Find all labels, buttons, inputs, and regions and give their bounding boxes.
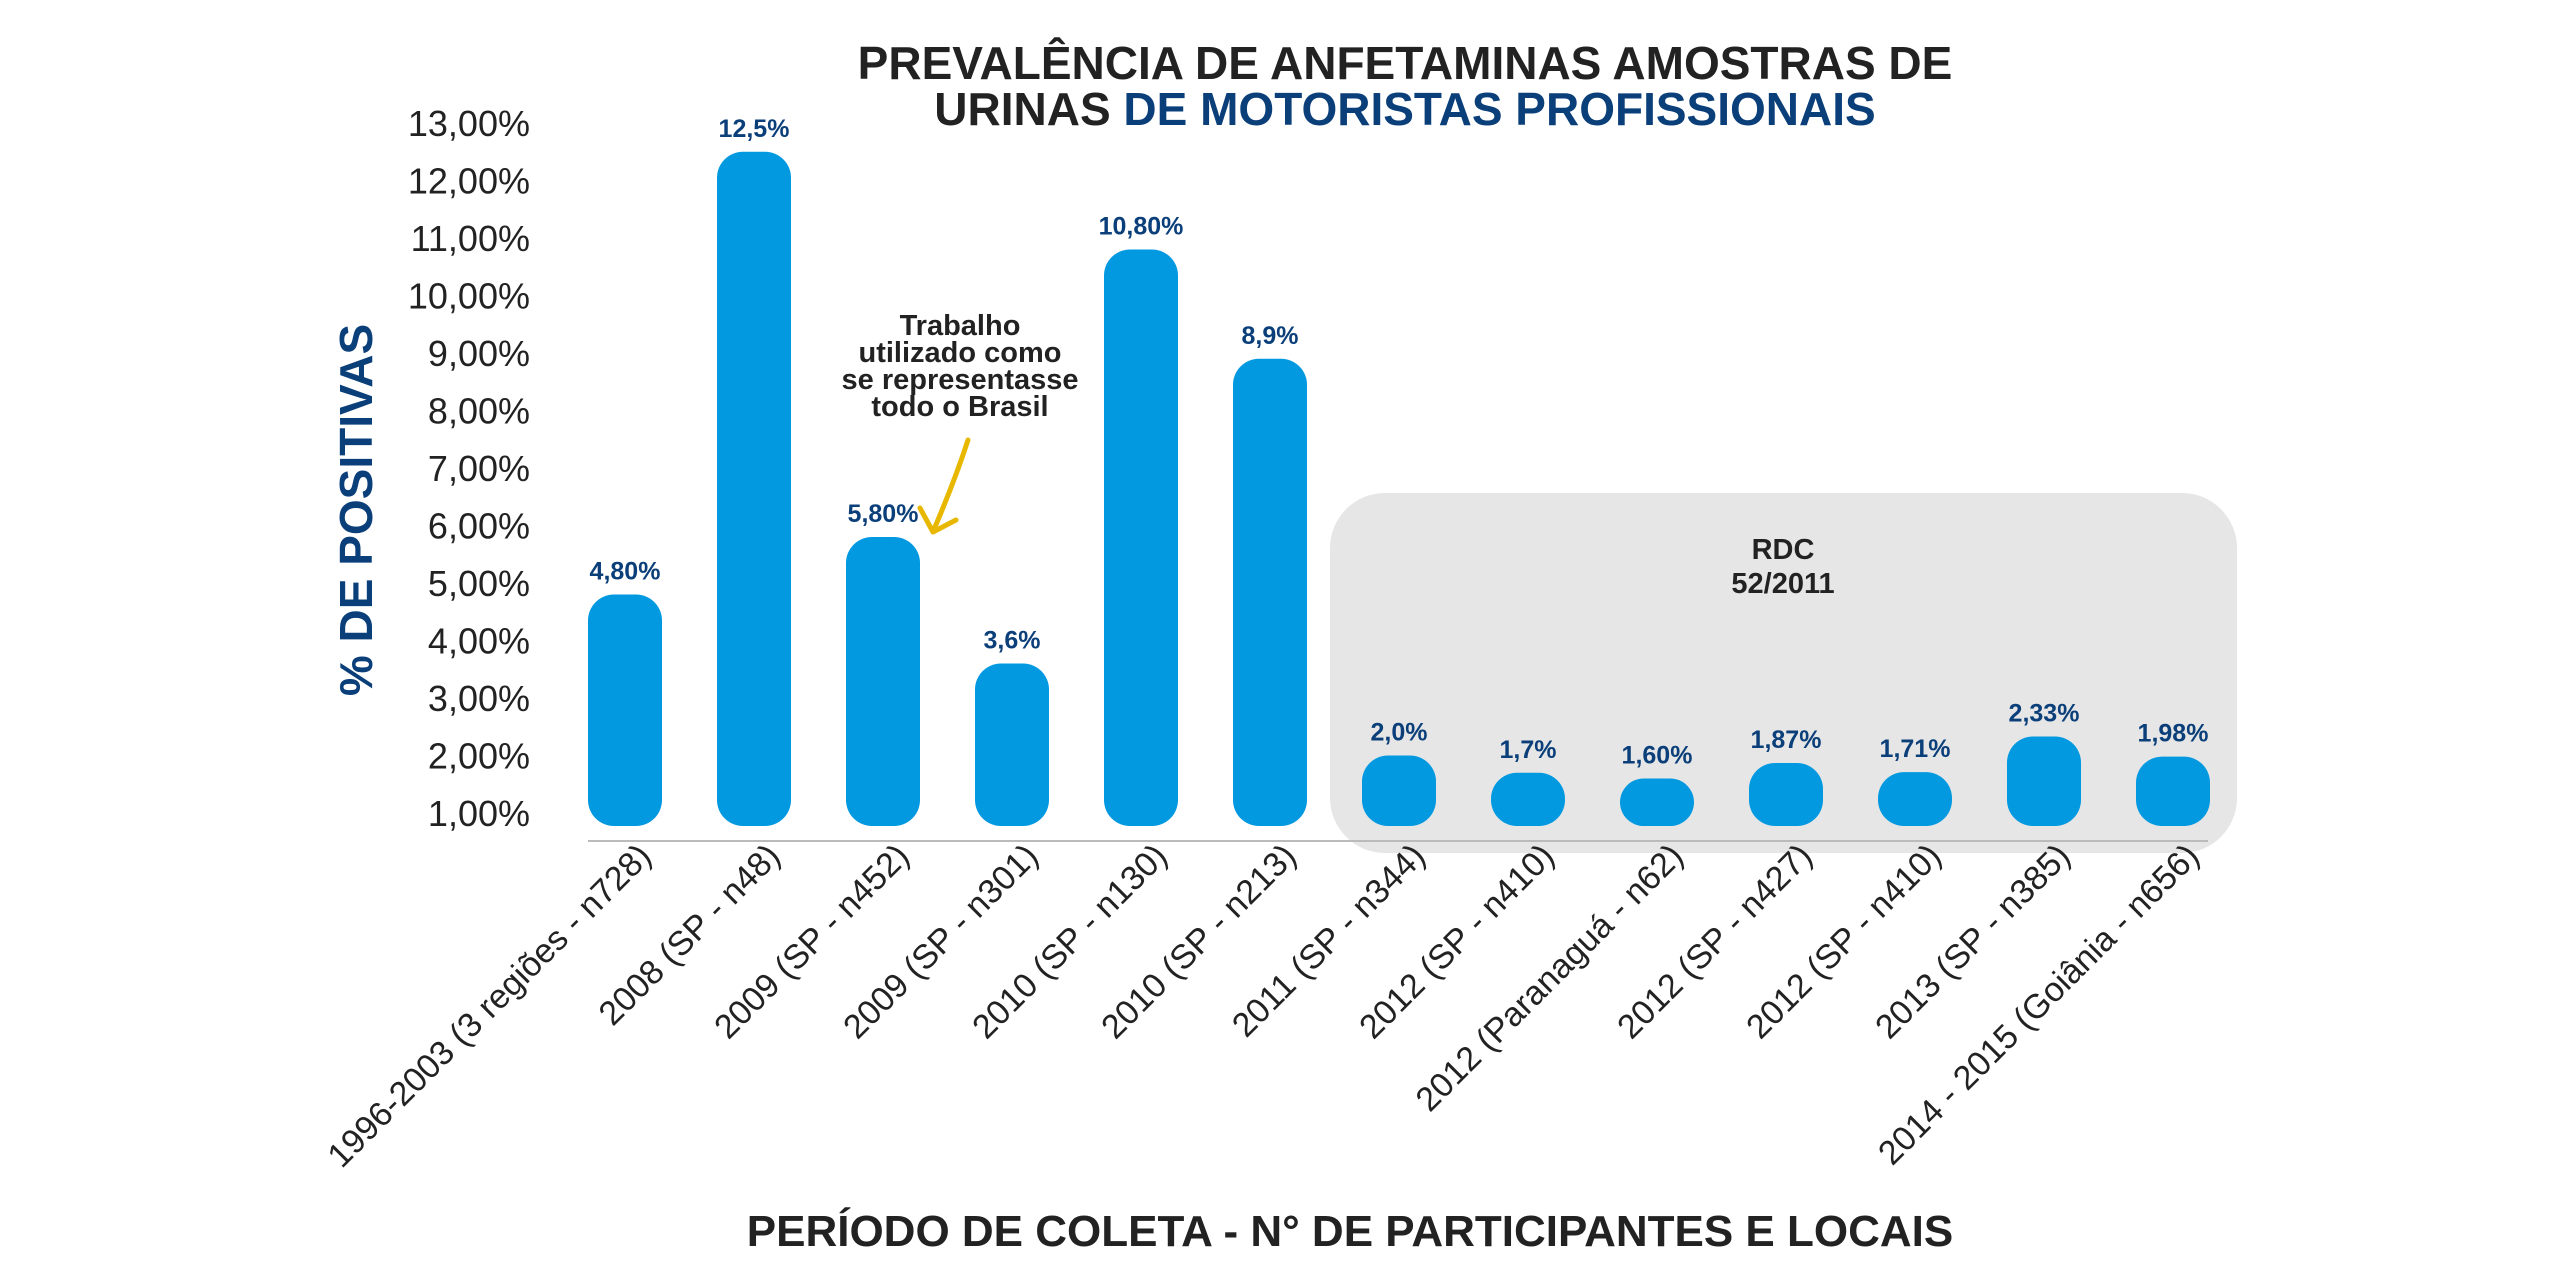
y-tick-label: 11,00% xyxy=(411,218,530,259)
annotation-brasil: Trabalho utilizado como se representasse… xyxy=(842,310,1079,535)
chart-title-line-2-accent: DE MOTORISTAS PROFISSIONAIS xyxy=(1123,83,1875,135)
bar xyxy=(2136,756,2210,826)
x-axis-category-labels: 1996-2003 (3 regiões - n728)2008 (SP - n… xyxy=(320,837,2206,1175)
rdc-label-line-1: RDC xyxy=(1752,534,1815,566)
y-tick-label: 3,00% xyxy=(428,678,530,719)
bar-value-label: 1,87% xyxy=(1751,726,1822,754)
chart-title-line-1: PREVALÊNCIA DE ANFETAMINAS AMOSTRAS DE xyxy=(858,37,1953,89)
bar-value-label: 1,60% xyxy=(1622,742,1693,770)
bar xyxy=(975,663,1049,826)
bar-value-label: 1,7% xyxy=(1500,736,1557,764)
x-axis-title: PERÍODO DE COLETA - N° DE PARTICIPANTES … xyxy=(747,1206,1953,1256)
annotation-line-3: se representasse xyxy=(842,364,1079,396)
bar-value-label: 1,98% xyxy=(2138,720,2209,748)
annotation-line-1: Trabalho xyxy=(900,310,1021,342)
bar xyxy=(1104,249,1178,826)
bar xyxy=(1749,762,1823,826)
bar xyxy=(2007,736,2081,826)
bar-value-label: 2,0% xyxy=(1371,719,1428,747)
bar xyxy=(1491,772,1565,826)
y-tick-label: 7,00% xyxy=(428,448,530,489)
y-tick-label: 1,00% xyxy=(428,793,530,834)
bar-value-label: 10,80% xyxy=(1099,213,1184,241)
chart-title-line-2-plain: URINAS xyxy=(934,83,1123,135)
category-label: 2012 (Paranaguá - n62) xyxy=(1408,837,1690,1119)
y-axis-title: % DE POSITIVAS xyxy=(330,324,382,696)
bar xyxy=(1362,755,1436,826)
y-tick-label: 9,00% xyxy=(428,333,530,374)
y-tick-label: 4,00% xyxy=(428,621,530,662)
bar-value-label: 12,5% xyxy=(719,115,790,143)
bar-value-label: 5,80% xyxy=(848,500,919,528)
bars xyxy=(588,151,2210,826)
data-labels: 4,80% 12,5% 5,80% 3,6% 10,80% 8,9% 2,0% 1,7% 1,6… xyxy=(590,115,2209,770)
y-tick-label: 12,00% xyxy=(408,161,530,202)
bar xyxy=(846,537,920,826)
annotation-arrow xyxy=(932,437,971,530)
y-tick-label: 10,00% xyxy=(408,276,530,317)
y-tick-label: 5,00% xyxy=(428,563,530,604)
y-tick-label: 6,00% xyxy=(428,506,530,547)
chart-title-line-2: URINAS DE MOTORISTAS PROFISSIONAIS xyxy=(934,83,1875,135)
y-tick-label: 13,00% xyxy=(408,103,530,144)
bar-value-label: 8,9% xyxy=(1242,322,1299,350)
bar xyxy=(1620,778,1694,826)
bar-value-label: 2,33% xyxy=(2009,700,2080,728)
y-axis-ticks: 1,00% 2,00% 3,00% 4,00% 5,00% 6,00% 7,00% 8,00%… xyxy=(408,103,530,834)
bar xyxy=(1878,772,1952,826)
y-tick-label: 8,00% xyxy=(428,391,530,432)
annotation-line-4: todo o Brasil xyxy=(871,391,1048,423)
rdc-label-line-2: 52/2011 xyxy=(1731,568,1834,600)
bar xyxy=(588,594,662,826)
bar xyxy=(717,151,791,826)
bar-value-label: 3,6% xyxy=(984,627,1041,655)
bar xyxy=(1233,358,1307,826)
bar-value-label: 1,71% xyxy=(1880,735,1951,763)
annotation-arrowhead xyxy=(917,505,959,535)
bar-value-label: 4,80% xyxy=(590,558,661,586)
y-tick-label: 2,00% xyxy=(428,736,530,777)
annotation-line-2: utilizado como xyxy=(859,337,1062,369)
